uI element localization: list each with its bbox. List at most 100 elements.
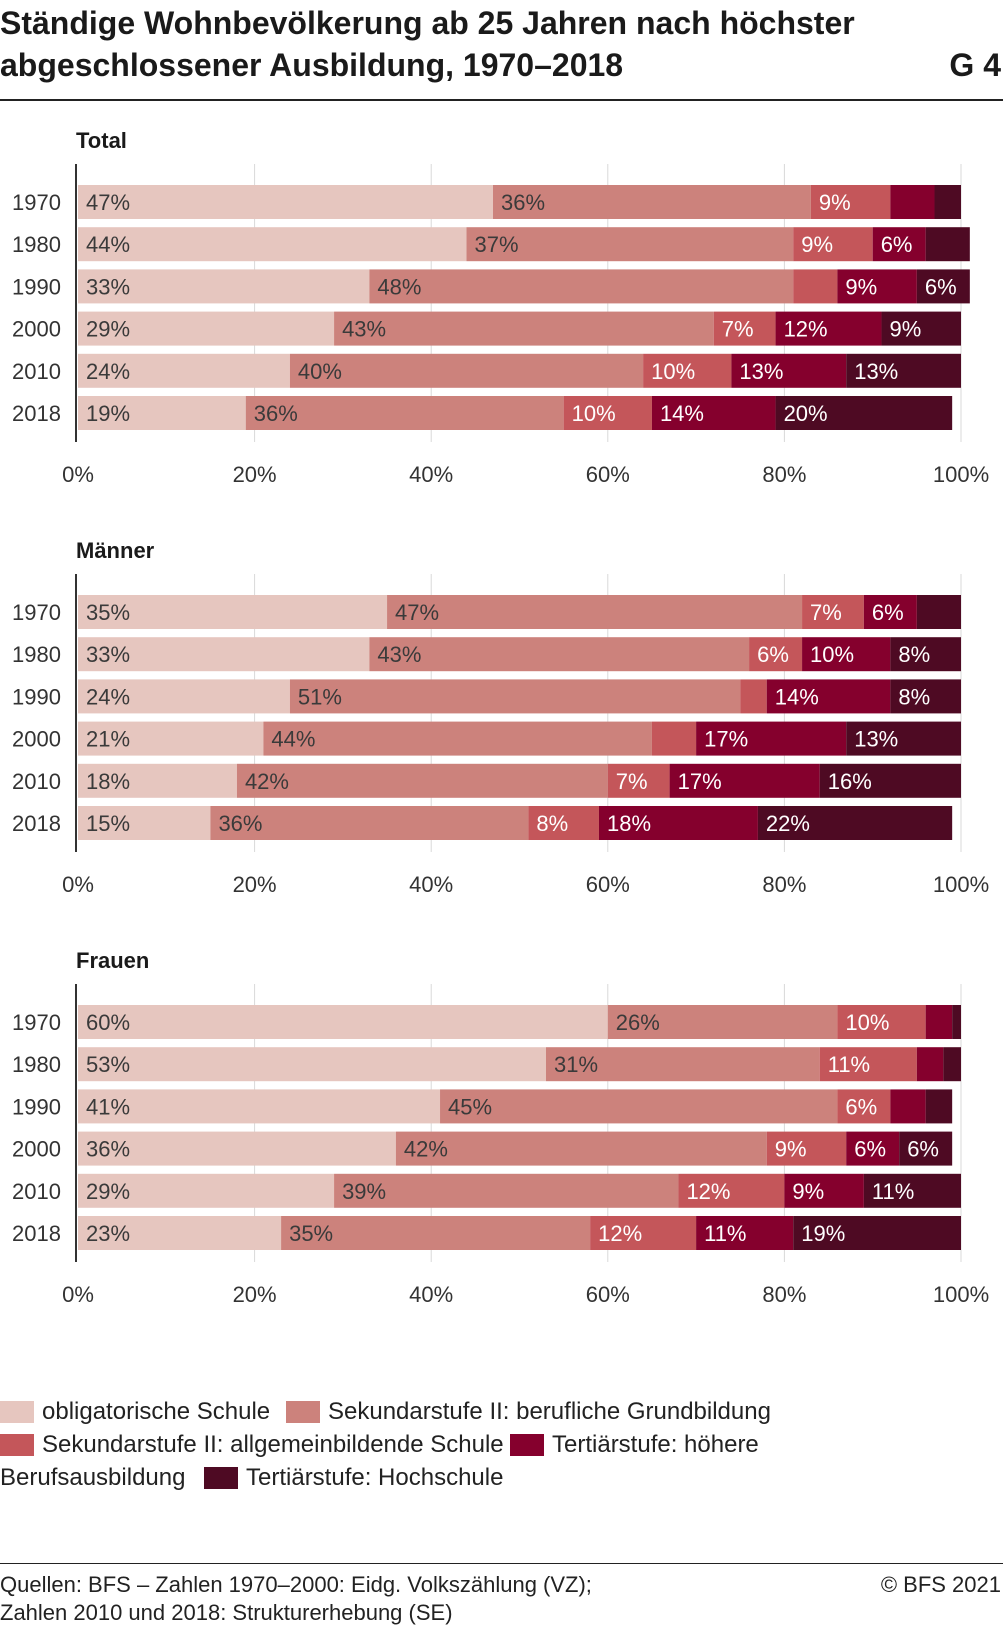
chart-title: Ständige Wohnbevölkerung ab 25 Jahren na… bbox=[0, 5, 855, 83]
data-label-1-5-1: 36% bbox=[218, 811, 262, 836]
x-tick-label-0-0: 0% bbox=[62, 462, 94, 487]
data-label-1-4-4: 16% bbox=[828, 769, 872, 794]
legend-label-beruflich: Sekundarstufe II: berufliche Grundbildun… bbox=[328, 1398, 771, 1425]
top-rule bbox=[0, 99, 1003, 101]
data-label-1-4-0: 18% bbox=[86, 769, 130, 794]
bar-segment-1-5-0 bbox=[78, 806, 211, 840]
legend-item-obligatorisch: obligatorische Schule bbox=[0, 1395, 300, 1429]
bar-segment-2-5-3 bbox=[696, 1216, 794, 1250]
bottom-rule bbox=[0, 1563, 1003, 1564]
bar-segment-1-4-0 bbox=[78, 763, 237, 798]
legend-swatch-allgemein bbox=[0, 1434, 34, 1456]
data-label-2-0-2: 10% bbox=[845, 1010, 889, 1035]
bar-segment-0-5-2 bbox=[563, 396, 652, 430]
legend-label-hochschule: Tertiärstufe: Hochschule bbox=[246, 1464, 504, 1491]
data-label-0-1-1: 37% bbox=[475, 232, 519, 257]
bar-segment-2-1-2 bbox=[819, 1047, 917, 1082]
x-tick-label-2-3: 60% bbox=[586, 1282, 630, 1307]
data-label-0-1-2: 9% bbox=[801, 232, 833, 257]
bar-segment-1-4-3 bbox=[669, 763, 820, 798]
data-label-2-4-2: 12% bbox=[686, 1179, 730, 1204]
copyright: © BFS 2021 bbox=[880, 1572, 1001, 1597]
bar-segment-0-1-3 bbox=[872, 227, 926, 262]
data-label-1-2-1: 51% bbox=[298, 684, 342, 709]
year-label-2-5: 2018 bbox=[12, 1221, 61, 1246]
year-label-1-3: 2000 bbox=[12, 727, 61, 752]
data-label-1-0-1: 47% bbox=[395, 600, 439, 625]
bar-segment-0-4-2 bbox=[643, 353, 732, 388]
data-label-1-4-2: 7% bbox=[616, 769, 648, 794]
bar-segment-0-0-1 bbox=[493, 185, 811, 219]
bar-segment-0-3-4 bbox=[881, 311, 961, 346]
bar-segment-1-4-2 bbox=[607, 763, 670, 798]
data-label-1-5-3: 18% bbox=[607, 811, 651, 836]
bar-segment-2-2-0 bbox=[78, 1089, 441, 1124]
bar-segment-1-2-1 bbox=[289, 679, 741, 714]
bar-segment-1-4-1 bbox=[236, 763, 608, 798]
source-line-1: Quellen: BFS – Zahlen 1970–2000: Eidg. V… bbox=[0, 1572, 592, 1597]
data-label-2-2-1: 45% bbox=[448, 1094, 492, 1119]
year-label-1-2: 1990 bbox=[12, 684, 61, 709]
bar-segment-2-5-4 bbox=[793, 1216, 961, 1250]
year-label-1-5: 2018 bbox=[12, 811, 61, 836]
data-label-2-3-3: 6% bbox=[854, 1137, 886, 1162]
bar-segment-0-5-4 bbox=[775, 396, 953, 430]
legend-item-beruflich: Sekundarstufe II: berufliche Grundbildun… bbox=[286, 1395, 986, 1429]
bar-segment-2-0-1 bbox=[607, 1005, 838, 1039]
data-label-1-1-4: 8% bbox=[898, 642, 930, 667]
data-label-2-5-3: 11% bbox=[704, 1221, 746, 1246]
data-label-1-5-4: 22% bbox=[766, 811, 810, 836]
panel-title-1: Männer bbox=[76, 538, 155, 563]
year-label-0-4: 2010 bbox=[12, 359, 61, 384]
bar-segment-1-1-2 bbox=[749, 637, 803, 672]
data-label-2-2-0: 41% bbox=[86, 1094, 130, 1119]
bar-segment-0-0-2 bbox=[810, 185, 891, 219]
x-tick-label-1-1: 20% bbox=[233, 872, 277, 897]
figure-number: G 4 bbox=[949, 47, 1001, 83]
bar-segment-1-4-4 bbox=[819, 763, 961, 798]
data-label-0-3-0: 29% bbox=[86, 317, 130, 342]
bar-segment-2-3-3 bbox=[846, 1131, 900, 1166]
bar-segment-1-3-1 bbox=[263, 721, 652, 756]
year-label-2-3: 2000 bbox=[12, 1137, 61, 1162]
data-label-2-0-0: 60% bbox=[86, 1010, 130, 1035]
source-note: Quellen: BFS – Zahlen 1970–2000: Eidg. V… bbox=[0, 1571, 700, 1627]
data-label-0-0-2: 9% bbox=[819, 190, 851, 215]
bar-segment-0-0-0 bbox=[78, 185, 494, 219]
bar-segment-0-5-3 bbox=[651, 396, 776, 430]
data-label-0-3-4: 9% bbox=[890, 317, 922, 342]
data-label-0-3-2: 7% bbox=[722, 317, 754, 342]
bar-segment-0-2-4 bbox=[916, 269, 970, 304]
data-label-2-5-2: 12% bbox=[598, 1221, 642, 1246]
data-label-2-4-0: 29% bbox=[86, 1179, 130, 1204]
bar-segment-1-0-4 bbox=[916, 595, 961, 629]
bar-segment-2-3-4 bbox=[899, 1131, 953, 1166]
legend-item-hoehere: Tertiärstufe: höhere bbox=[510, 1428, 930, 1462]
data-label-2-1-1: 31% bbox=[554, 1052, 598, 1077]
bar-segment-1-3-0 bbox=[78, 721, 264, 756]
year-label-1-0: 1970 bbox=[12, 600, 61, 625]
data-label-2-1-2: 11% bbox=[828, 1052, 870, 1077]
data-label-0-2-0: 33% bbox=[86, 274, 130, 299]
bar-segment-0-4-3 bbox=[731, 353, 847, 388]
bar-segment-2-0-4 bbox=[952, 1005, 961, 1039]
data-label-1-0-0: 35% bbox=[86, 600, 130, 625]
data-label-1-5-0: 15% bbox=[86, 811, 130, 836]
legend-swatch-beruflich bbox=[286, 1401, 320, 1423]
data-label-0-4-1: 40% bbox=[298, 359, 342, 384]
bar-segment-1-0-0 bbox=[78, 595, 388, 629]
bar-segment-0-3-0 bbox=[78, 311, 335, 346]
x-tick-label-0-2: 40% bbox=[409, 462, 453, 487]
data-label-0-4-2: 10% bbox=[651, 359, 695, 384]
year-label-2-0: 1970 bbox=[12, 1010, 61, 1035]
data-label-2-5-4: 19% bbox=[801, 1221, 845, 1246]
bar-segment-1-0-1 bbox=[387, 595, 803, 629]
x-tick-label-2-4: 80% bbox=[762, 1282, 806, 1307]
bar-segment-2-2-3 bbox=[890, 1089, 926, 1124]
bar-segment-1-1-1 bbox=[369, 637, 750, 672]
bar-segment-1-1-0 bbox=[78, 637, 370, 672]
data-label-0-5-2: 10% bbox=[572, 401, 616, 426]
bar-segment-2-0-2 bbox=[837, 1005, 926, 1039]
bar-segment-1-1-4 bbox=[890, 637, 961, 672]
legend-item-allgemein: Sekundarstufe II: allgemeinbildende Schu… bbox=[0, 1428, 520, 1462]
